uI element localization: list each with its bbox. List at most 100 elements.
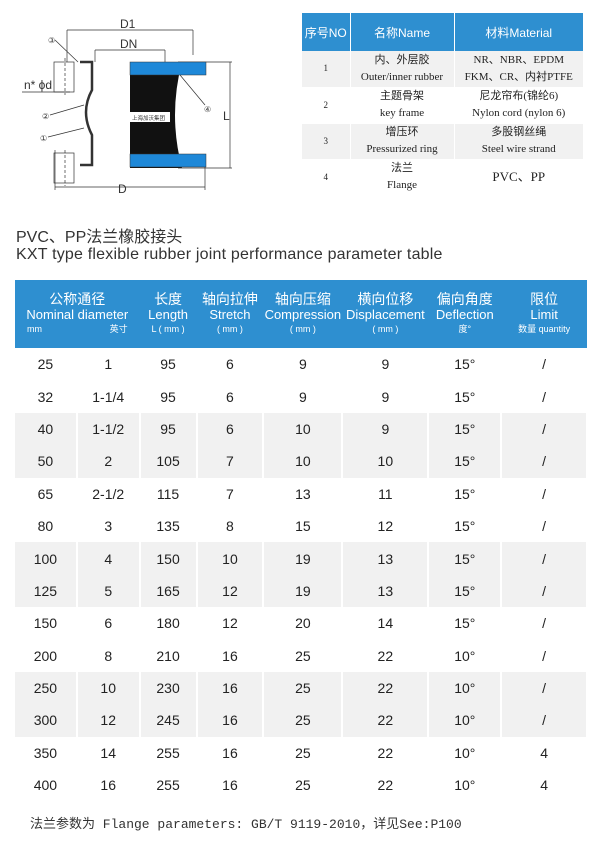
- table-cell: 10: [76, 671, 141, 705]
- table-cell: 15°: [428, 380, 503, 413]
- part-name: 法兰 Flange: [350, 159, 455, 196]
- col-name: 名称Name: [350, 13, 455, 51]
- col-material: 材料Material: [454, 13, 584, 51]
- table-cell: 20: [263, 607, 344, 640]
- table-cell: 100: [15, 542, 78, 575]
- table-row: 32 1-1/4 95 6 9 9 15° /: [15, 380, 588, 413]
- title-cn: PVC、PP法兰橡胶接头: [16, 229, 183, 246]
- table-cell: /: [501, 639, 588, 672]
- table-cell: 25: [263, 769, 344, 802]
- table-cell: 15°: [428, 348, 503, 381]
- table-cell: 9: [342, 348, 430, 381]
- parts-row: 3 增压环 Pressurized ring 多股钢丝绳 Steel wire stra…: [302, 123, 584, 160]
- table-cell: 25: [15, 348, 78, 381]
- table-cell: 350: [15, 736, 78, 770]
- table-cell: 12: [196, 607, 265, 640]
- table-cell: 10: [263, 445, 344, 478]
- table-cell: 10: [263, 412, 344, 446]
- table-cell: 16: [196, 769, 265, 802]
- table-cell: /: [501, 445, 588, 478]
- parts-material-table: 序号NO 名称Name 材料Material 1 内、外层胶 Outer/inner…: [302, 13, 584, 196]
- col-no: 序号NO: [302, 13, 351, 51]
- table-cell: 22: [342, 736, 430, 770]
- table-cell: 400: [15, 769, 78, 802]
- table-cell: 32: [15, 380, 78, 413]
- table-cell: 245: [139, 704, 198, 737]
- part-material: NR、NBR、EPDM FKM、CR、内衬PTFE: [454, 51, 584, 88]
- callout-4: ④: [204, 105, 211, 114]
- table-cell: 8: [76, 639, 141, 672]
- table-cell: 4: [501, 736, 588, 770]
- table-cell: 10°: [428, 671, 503, 705]
- table-cell: 13: [342, 574, 430, 608]
- table-cell: 4: [76, 542, 141, 575]
- table-cell: 16: [196, 671, 265, 705]
- table-cell: 95: [139, 412, 198, 446]
- table-cell: 15: [263, 509, 344, 543]
- table-cell: 9: [263, 380, 344, 413]
- table-cell: 200: [15, 639, 78, 672]
- table-cell: /: [501, 509, 588, 543]
- table-cell: /: [501, 348, 588, 381]
- table-cell: 1-1/4: [76, 380, 141, 413]
- table-cell: 165: [139, 574, 198, 608]
- table-cell: 10°: [428, 704, 503, 737]
- table-cell: 15°: [428, 574, 503, 608]
- table-row: 150 6 180 12 20 14 15° /: [15, 607, 588, 640]
- table-cell: /: [501, 477, 588, 510]
- table-cell: 1-1/2: [76, 412, 141, 446]
- table-cell: 105: [139, 445, 198, 478]
- part-no: 1: [302, 51, 351, 88]
- table-cell: 12: [342, 509, 430, 543]
- part-material: PVC、PP: [454, 159, 584, 196]
- header-limit: 限位 Limit 数量 quantity: [501, 280, 587, 348]
- table-cell: 19: [263, 542, 344, 575]
- label-d: D: [118, 182, 127, 196]
- table-row: 40 1-1/2 95 6 10 9 15° /: [15, 412, 588, 446]
- part-no: 3: [302, 123, 351, 160]
- callout-3: ③: [48, 36, 55, 45]
- table-cell: /: [501, 380, 588, 413]
- table-row: 100 4 150 10 19 13 15° /: [15, 542, 588, 575]
- table-cell: 2: [76, 445, 141, 478]
- title-en: KXT type flexible rubber joint performan…: [16, 246, 443, 263]
- part-name: 内、外层胶 Outer/inner rubber: [350, 51, 455, 88]
- table-cell: 9: [342, 380, 430, 413]
- table-cell: 150: [15, 607, 78, 640]
- table-cell: 14: [342, 607, 430, 640]
- table-cell: 15°: [428, 607, 503, 640]
- table-row: 300 12 245 16 25 22 10° /: [15, 704, 588, 737]
- header-compression: 轴向压缩 Compression( mm ): [263, 280, 343, 348]
- table-cell: 210: [139, 639, 198, 672]
- table-cell: 16: [76, 769, 141, 802]
- table-cell: 10: [342, 445, 430, 478]
- table-cell: 125: [15, 574, 78, 608]
- table-cell: 255: [139, 736, 198, 770]
- table-cell: 7: [196, 445, 265, 478]
- table-cell: 12: [196, 574, 265, 608]
- table-row: 125 5 165 12 19 13 15° /: [15, 574, 588, 608]
- table-cell: 13: [342, 542, 430, 575]
- table-cell: 9: [342, 412, 430, 446]
- table-row: 200 8 210 16 25 22 10° /: [15, 639, 588, 672]
- table-cell: 7: [196, 477, 265, 510]
- table-row: 350 14 255 16 25 22 10° 4: [15, 736, 588, 770]
- parts-row: 4 法兰 Flange PVC、PP: [302, 159, 584, 196]
- part-material: 多股钢丝绳 Steel wire strand: [454, 123, 584, 160]
- header-deflection: 偏向角度 Deflection 度°: [428, 280, 502, 348]
- table-cell: 15°: [428, 509, 503, 543]
- table-cell: 250: [15, 671, 78, 705]
- table-cell: 300: [15, 704, 78, 737]
- table-cell: 15°: [428, 477, 503, 510]
- table-cell: 10°: [428, 769, 503, 802]
- table-row: 400 16 255 16 25 22 10° 4: [15, 769, 588, 802]
- table-row: 250 10 230 16 25 22 10° /: [15, 671, 588, 705]
- table-cell: 14: [76, 736, 141, 770]
- part-material: 尼龙帘布(锦纶6) Nylon cord (nylon 6): [454, 87, 584, 124]
- footnote: 法兰参数为 Flange parameters: GB/T 9119-2010，…: [30, 817, 462, 832]
- table-cell: /: [501, 542, 588, 575]
- table-cell: 5: [76, 574, 141, 608]
- header-nominal-diameter: 公称通径 Nominal diameter mm 英寸: [15, 280, 140, 348]
- label-l: L: [223, 109, 230, 123]
- table-cell: 95: [139, 380, 198, 413]
